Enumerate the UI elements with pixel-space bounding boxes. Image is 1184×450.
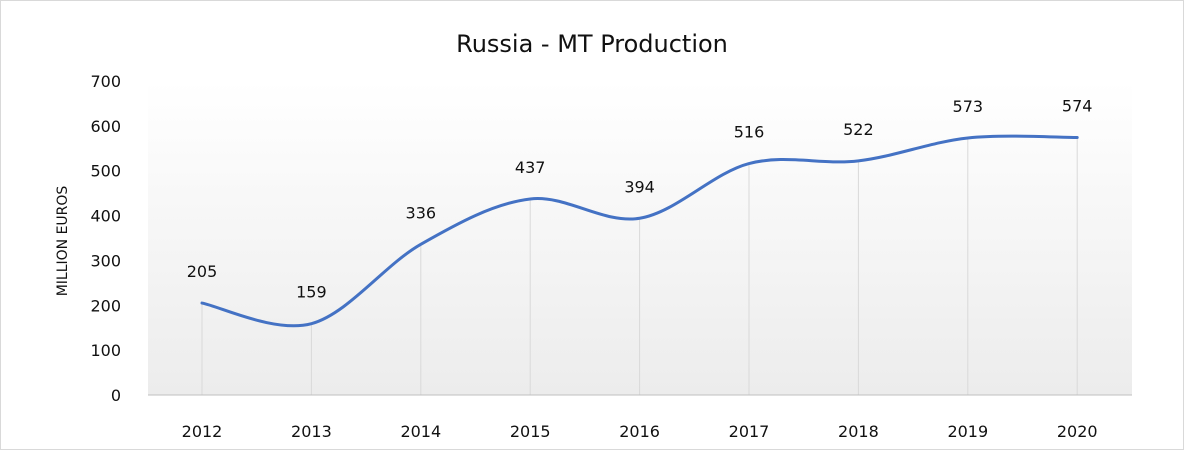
data-label: 573 [953,97,984,116]
y-tick-label: 700 [90,72,121,91]
y-tick-label: 300 [90,251,121,270]
data-label: 159 [296,283,327,302]
data-label: 205 [187,262,218,281]
y-tick-label: 400 [90,207,121,226]
y-tick-label: 600 [90,117,121,136]
x-tick-label: 2017 [729,422,770,441]
data-label: 394 [624,177,655,196]
x-tick-label: 2016 [619,422,660,441]
x-tick-label: 2019 [947,422,988,441]
data-label: 522 [843,120,874,139]
x-tick-label: 2018 [838,422,879,441]
data-label: 516 [734,123,765,142]
y-tick-label: 0 [111,386,121,405]
x-tick-label: 2015 [510,422,551,441]
data-label: 336 [406,203,437,222]
x-tick-label: 2013 [291,422,332,441]
y-tick-label: 500 [90,162,121,181]
data-label: 574 [1062,97,1093,116]
series-line [200,134,1079,328]
x-tick-label: 2012 [182,422,223,441]
y-tick-label: 200 [90,296,121,315]
data-label: 437 [515,158,546,177]
y-axis-label: MILLION EUROS [55,186,71,297]
y-tick-label: 100 [90,341,121,360]
x-tick-label: 2014 [400,422,441,441]
x-tick-label: 2020 [1057,422,1098,441]
chart-title: Russia - MT Production [456,30,728,58]
